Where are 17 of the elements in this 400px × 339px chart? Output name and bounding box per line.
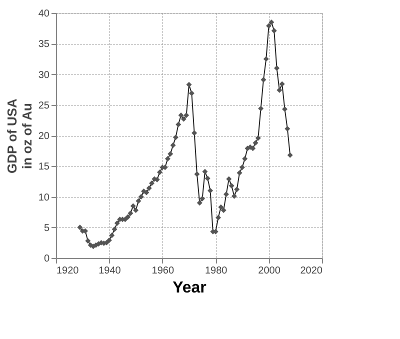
y-tick-label: 15	[38, 162, 50, 173]
y-tick-label: 20	[38, 131, 50, 142]
y-tick-label: 35	[38, 39, 50, 50]
x-tick-label: 1940	[98, 266, 122, 276]
y-axis-title: GDP of USA in oz of Au	[4, 98, 34, 174]
x-tick-label: 2000	[258, 266, 281, 276]
x-tick-label: 2020	[300, 266, 323, 276]
y-tick-label: 10	[38, 192, 50, 204]
x-tick-label: 1960	[152, 266, 174, 276]
x-axis-title: Year	[172, 280, 206, 296]
x-tick-label: 1980	[204, 266, 228, 276]
x-tick-label: 1920	[56, 266, 80, 276]
y-tick-label: 0	[44, 254, 50, 264]
y-tick-label: 40	[38, 8, 50, 20]
y-tick-label: 5	[44, 222, 50, 234]
y-tick-label: 30	[38, 70, 50, 81]
y-tick-label: 25	[38, 100, 50, 112]
